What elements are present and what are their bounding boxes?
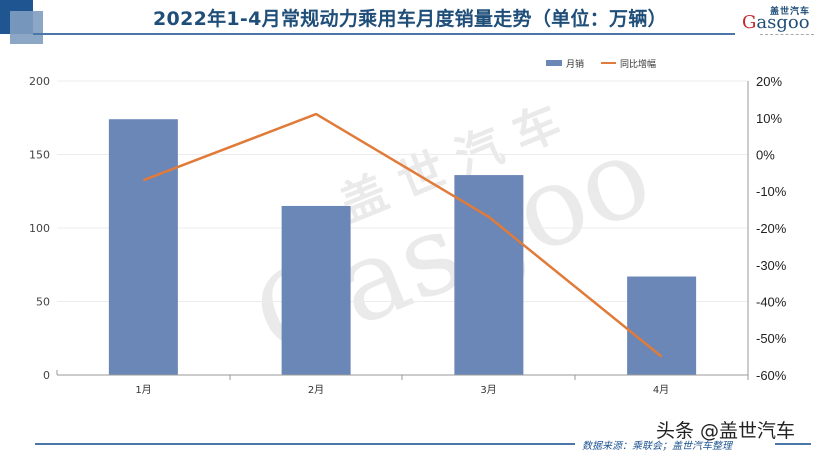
bar-4	[627, 276, 697, 375]
svg-text:50: 50	[36, 296, 50, 309]
legend-bar-label: 月销	[566, 58, 584, 70]
bar-2	[281, 205, 351, 375]
bar-1	[108, 119, 178, 375]
bar-3	[454, 175, 524, 375]
svg-text:1月: 1月	[135, 384, 151, 396]
logo-subline	[760, 34, 814, 36]
logo-english-text: Gasgoo	[742, 12, 810, 33]
right-axis-labels: 20% 10% 0% -10% -20% -30% -40% -50% -60%	[756, 74, 787, 383]
legend-line-label: 同比增幅	[620, 58, 656, 70]
bar-series-monthly-sales	[108, 119, 697, 375]
footer-rule-left	[35, 443, 575, 445]
svg-text:-20%: -20%	[756, 221, 787, 236]
x-axis-labels: 1月 2月 3月 4月	[135, 384, 669, 396]
left-axis-labels: 0 50 100 150 200	[29, 75, 50, 382]
svg-text:20%: 20%	[756, 74, 782, 89]
line-series-yoy-growth	[142, 112, 663, 358]
header-rule	[33, 33, 735, 35]
svg-text:200: 200	[29, 75, 50, 88]
svg-text:0: 0	[43, 369, 50, 382]
svg-text:10%: 10%	[756, 111, 782, 126]
svg-text:100: 100	[29, 222, 50, 235]
svg-text:2月: 2月	[308, 384, 324, 396]
gasgoo-logo: 盖世汽车 Gasgoo	[740, 4, 816, 40]
svg-text:-50%: -50%	[756, 331, 787, 346]
svg-text:-30%: -30%	[756, 258, 787, 273]
header-decoration-light	[10, 11, 43, 44]
svg-text:4月: 4月	[653, 384, 669, 396]
svg-text:150: 150	[29, 149, 50, 162]
svg-text:3月: 3月	[480, 384, 496, 396]
data-source-note: 数据来源：乘联会；盖世汽车整理	[582, 441, 732, 452]
svg-text:-60%: -60%	[756, 368, 787, 383]
svg-text:-40%: -40%	[756, 295, 787, 310]
svg-text:0%: 0%	[756, 148, 775, 163]
platform-watermark: 头条 @盖世汽车	[656, 420, 796, 442]
svg-text:-10%: -10%	[756, 184, 787, 199]
footer-rule-right	[775, 443, 811, 445]
chart-title: 2022年1-4月常规动力乘用车月度销量走势（单位：万辆）	[153, 8, 667, 30]
x-axis-ticks	[56, 370, 749, 380]
logo-chinese-text: 盖世汽车	[770, 7, 811, 17]
legend: 月销 同比增幅	[546, 58, 656, 70]
legend-bar-swatch	[546, 60, 562, 66]
